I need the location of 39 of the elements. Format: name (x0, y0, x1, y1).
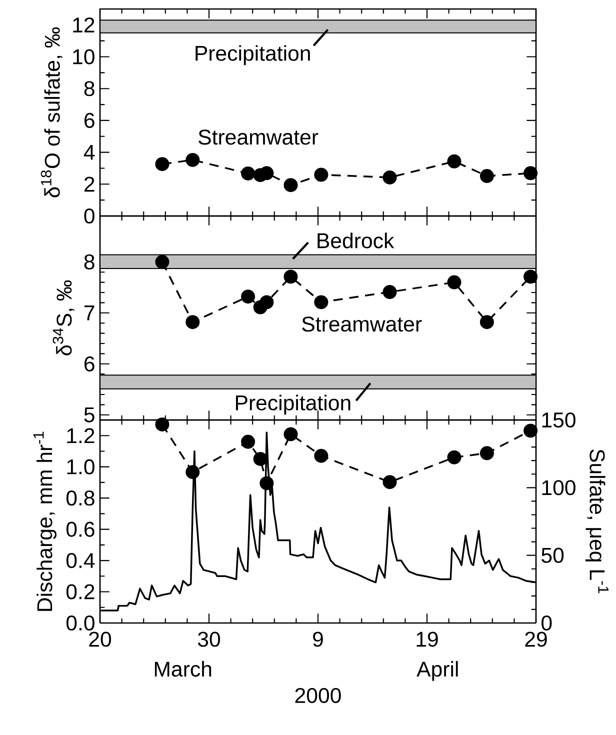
series-label: Streamwater (198, 130, 318, 145)
y-tick-label: 1.0 (67, 459, 94, 474)
y2-tick-label: 100 (542, 480, 576, 496)
x-axis-title: 2000 (295, 688, 341, 704)
y-tick-label: 1.2 (67, 428, 94, 444)
x-tick-label: 19 (416, 632, 438, 647)
y-tick-label: 7 (84, 306, 94, 320)
y-axis-title: δ$^{18}$O of sulfate, ‰ (40, 27, 62, 198)
y-tick-label: 5 (84, 407, 94, 422)
y-axis-title: δ$^{34}$S, ‰ (52, 280, 74, 356)
y2-axis-title: Sulfate, μeq L$^{-1}$ (585, 449, 609, 594)
y2-tick-label: 0 (542, 615, 552, 631)
x-tick-label: 9 (313, 632, 323, 647)
y-tick-label: 2 (84, 176, 94, 192)
y-tick-label: 0.0 (66, 615, 94, 631)
x-tick-label: 29 (525, 632, 547, 647)
series-label: Streamwater (302, 316, 422, 332)
text: March (154, 661, 212, 677)
y2-tick-label: 50 (542, 548, 564, 563)
y-tick-label: 0.4 (66, 552, 95, 568)
y2-tick-label: 150 (542, 412, 576, 428)
y-tick-label: 10 (73, 49, 94, 64)
y-tick-label: 4 (84, 144, 95, 160)
x-tick-label: 20 (89, 632, 112, 647)
y-tick-label: 0 (84, 208, 94, 224)
x-tick-label: 30 (198, 632, 220, 647)
y-tick-label: 6 (84, 112, 94, 128)
y-tick-label: 0.6 (66, 522, 94, 537)
y-tick-label: 8 (84, 254, 94, 270)
text: April (416, 661, 458, 681)
y-axis-title: Discharge, mm hr$^{-1}$ (33, 432, 56, 611)
band-label: Bedrock (318, 232, 394, 248)
legend-label: Precipitation (196, 45, 310, 66)
y-tick-label: 0.8 (66, 490, 94, 506)
band-label: Precipitation (236, 394, 350, 415)
y-tick-label: 0.2 (66, 584, 94, 600)
y-tick-label: 6 (84, 356, 94, 372)
y-tick-label: 12 (73, 17, 94, 32)
y-tick-label: 8 (84, 81, 94, 96)
